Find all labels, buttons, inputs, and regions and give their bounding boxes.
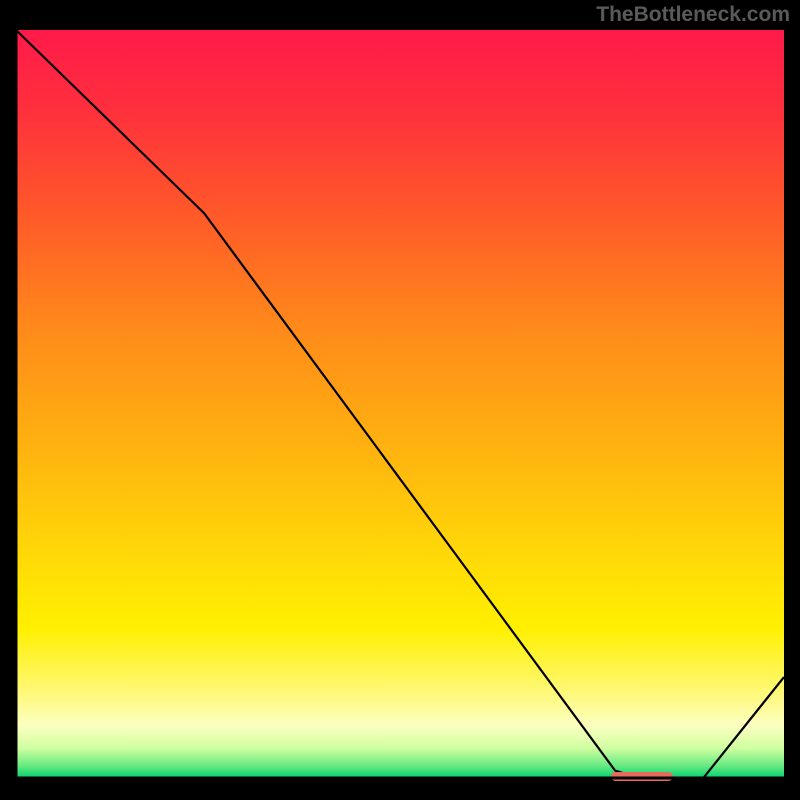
watermark-text: TheBottleneck.com bbox=[596, 3, 790, 27]
chart-canvas bbox=[0, 0, 800, 800]
